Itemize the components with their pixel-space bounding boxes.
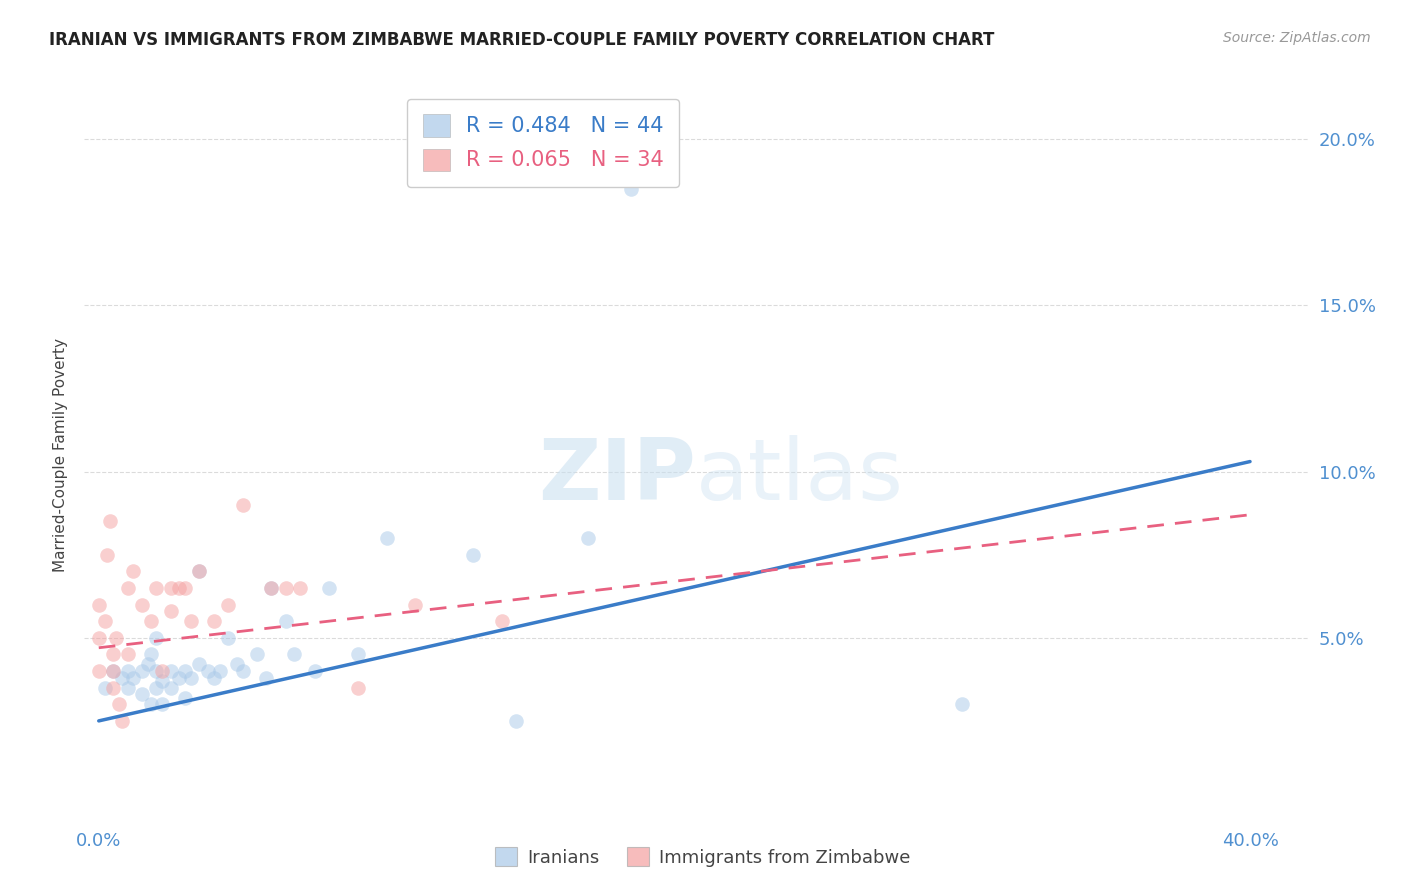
Point: [145, 581, 167, 595]
Point: [117, 581, 139, 595]
Point: [117, 664, 139, 678]
Point: [188, 564, 211, 578]
Point: [505, 714, 527, 728]
Point: [274, 581, 297, 595]
Point: [150, 673, 173, 688]
Point: [254, 671, 277, 685]
Point: [159, 681, 181, 695]
Point: [131, 598, 153, 612]
Point: [576, 531, 599, 545]
Point: [145, 664, 167, 678]
Point: [174, 581, 197, 595]
Point: [346, 681, 368, 695]
Point: [174, 690, 197, 705]
Point: [87, 631, 110, 645]
Point: [117, 648, 139, 662]
Point: [225, 657, 247, 672]
Point: [202, 671, 225, 685]
Point: [274, 614, 297, 628]
Point: [93, 681, 115, 695]
Point: [131, 687, 153, 701]
Point: [101, 664, 124, 678]
Point: [404, 598, 426, 612]
Point: [159, 581, 181, 595]
Point: [188, 657, 211, 672]
Point: [208, 664, 231, 678]
Point: [246, 648, 269, 662]
Point: [111, 714, 134, 728]
Point: [96, 548, 118, 562]
Point: [159, 664, 181, 678]
Point: [131, 664, 153, 678]
Text: Source: ZipAtlas.com: Source: ZipAtlas.com: [1223, 31, 1371, 45]
Point: [150, 698, 173, 712]
Point: [139, 698, 162, 712]
Point: [180, 671, 202, 685]
Point: [93, 614, 115, 628]
Point: [217, 631, 239, 645]
Point: [283, 648, 305, 662]
Point: [159, 604, 181, 618]
Point: [318, 581, 340, 595]
Point: [117, 681, 139, 695]
Point: [101, 664, 124, 678]
Point: [290, 581, 312, 595]
Point: [232, 664, 254, 678]
Point: [188, 564, 211, 578]
Point: [98, 515, 121, 529]
Point: [145, 681, 167, 695]
Point: [180, 614, 202, 628]
Point: [375, 531, 398, 545]
Point: [101, 681, 124, 695]
Point: [461, 548, 484, 562]
Point: [260, 581, 283, 595]
Point: [950, 698, 973, 712]
Point: [169, 671, 191, 685]
Point: [491, 614, 513, 628]
Point: [346, 648, 368, 662]
Point: [101, 648, 124, 662]
Point: [304, 664, 326, 678]
Point: [111, 671, 134, 685]
Text: atlas: atlas: [696, 435, 904, 518]
Point: [139, 614, 162, 628]
Point: [145, 631, 167, 645]
Point: [136, 657, 159, 672]
Point: [202, 614, 225, 628]
Point: [87, 598, 110, 612]
Point: [87, 664, 110, 678]
Point: [122, 564, 145, 578]
Point: [122, 671, 145, 685]
Point: [197, 664, 219, 678]
Point: [150, 664, 173, 678]
Point: [105, 631, 128, 645]
Point: [620, 182, 643, 196]
Point: [232, 498, 254, 512]
Point: [174, 664, 197, 678]
Y-axis label: Married-Couple Family Poverty: Married-Couple Family Poverty: [53, 338, 69, 572]
Text: ZIP: ZIP: [538, 435, 696, 518]
Point: [169, 581, 191, 595]
Point: [108, 698, 131, 712]
Text: IRANIAN VS IMMIGRANTS FROM ZIMBABWE MARRIED-COUPLE FAMILY POVERTY CORRELATION CH: IRANIAN VS IMMIGRANTS FROM ZIMBABWE MARR…: [49, 31, 994, 49]
Legend: R = 0.484   N = 44, R = 0.065   N = 34: R = 0.484 N = 44, R = 0.065 N = 34: [408, 99, 679, 186]
Point: [217, 598, 239, 612]
Point: [139, 648, 162, 662]
Legend: Iranians, Immigrants from Zimbabwe: Iranians, Immigrants from Zimbabwe: [488, 840, 918, 874]
Point: [260, 581, 283, 595]
